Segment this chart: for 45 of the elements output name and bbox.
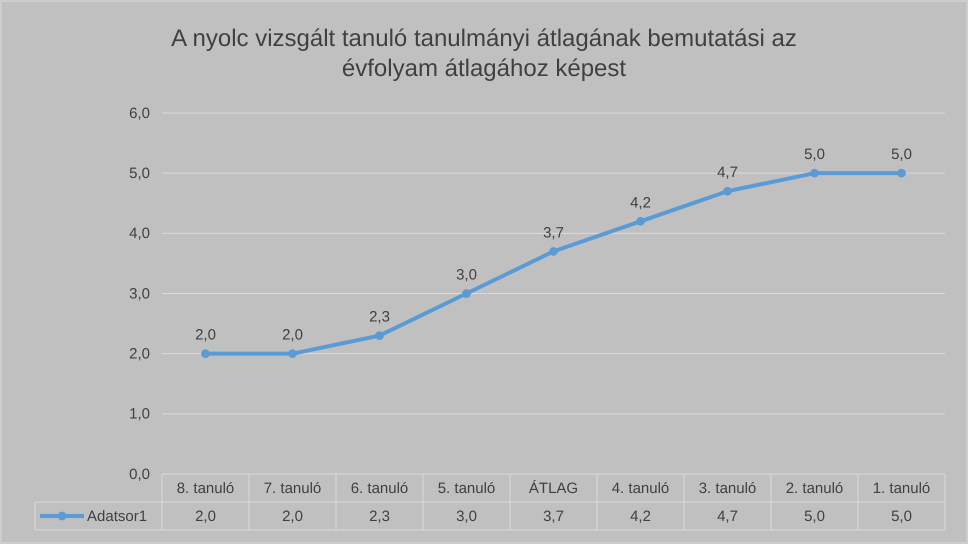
x-tick-label: 6. tanuló xyxy=(350,480,408,497)
x-tick-label: 3. tanuló xyxy=(698,480,756,497)
data-label: 5,0 xyxy=(804,508,825,525)
chart-title: A nyolc vizsgált tanuló tanulmányi átlagának bemutatási az évfolyam átlagához képest xyxy=(171,25,797,82)
x-tick-label: 2. tanuló xyxy=(786,480,844,497)
y-tick-label: 6,0 xyxy=(129,104,150,122)
y-tick-label: 5,0 xyxy=(129,164,150,182)
y-tick-label: 3,0 xyxy=(129,285,150,302)
x-tick-label: 1. tanuló xyxy=(872,480,930,497)
x-tick-label: ÁTLAG xyxy=(528,479,578,497)
text: 4,2 xyxy=(630,194,651,212)
point xyxy=(288,349,297,358)
data-label: 4,2 xyxy=(630,508,651,525)
x-tick-label: 4. tanuló xyxy=(612,480,670,497)
text: 5,0 xyxy=(804,146,825,164)
point xyxy=(375,331,384,340)
point xyxy=(723,186,732,196)
data-label: 4,7 xyxy=(717,508,738,525)
data-label: 2,0 xyxy=(282,508,303,525)
data-label: 2,3 xyxy=(369,508,390,525)
text: 2,0 xyxy=(282,326,303,344)
point xyxy=(201,349,210,358)
y-tick-label: 4,0 xyxy=(129,225,150,242)
point xyxy=(549,247,558,256)
point xyxy=(636,216,645,226)
y-tick-label: 2,0 xyxy=(129,345,150,362)
x-tick-label: 8. tanuló xyxy=(176,480,234,497)
legend-label: Adatsor1 xyxy=(87,508,148,525)
x-tick-label: 5. tanuló xyxy=(438,480,496,497)
text: 4,7 xyxy=(717,164,738,182)
text: 3,0 xyxy=(456,266,477,284)
text: 5,0 xyxy=(891,146,912,164)
point xyxy=(462,289,471,298)
y-tick-label: 0,0 xyxy=(129,466,150,483)
text: 3,7 xyxy=(543,224,564,242)
data-label: 2,0 xyxy=(195,508,216,525)
text: 2,3 xyxy=(369,308,390,326)
data-label: 3,7 xyxy=(543,508,564,525)
point xyxy=(810,168,819,178)
text: 2,0 xyxy=(195,326,216,344)
y-tick-label: 1,0 xyxy=(129,406,150,423)
point xyxy=(897,168,906,178)
data-label: 5,0 xyxy=(891,508,912,525)
data-label: 3,0 xyxy=(456,508,477,525)
x-tick-label: 7. tanuló xyxy=(264,480,322,497)
